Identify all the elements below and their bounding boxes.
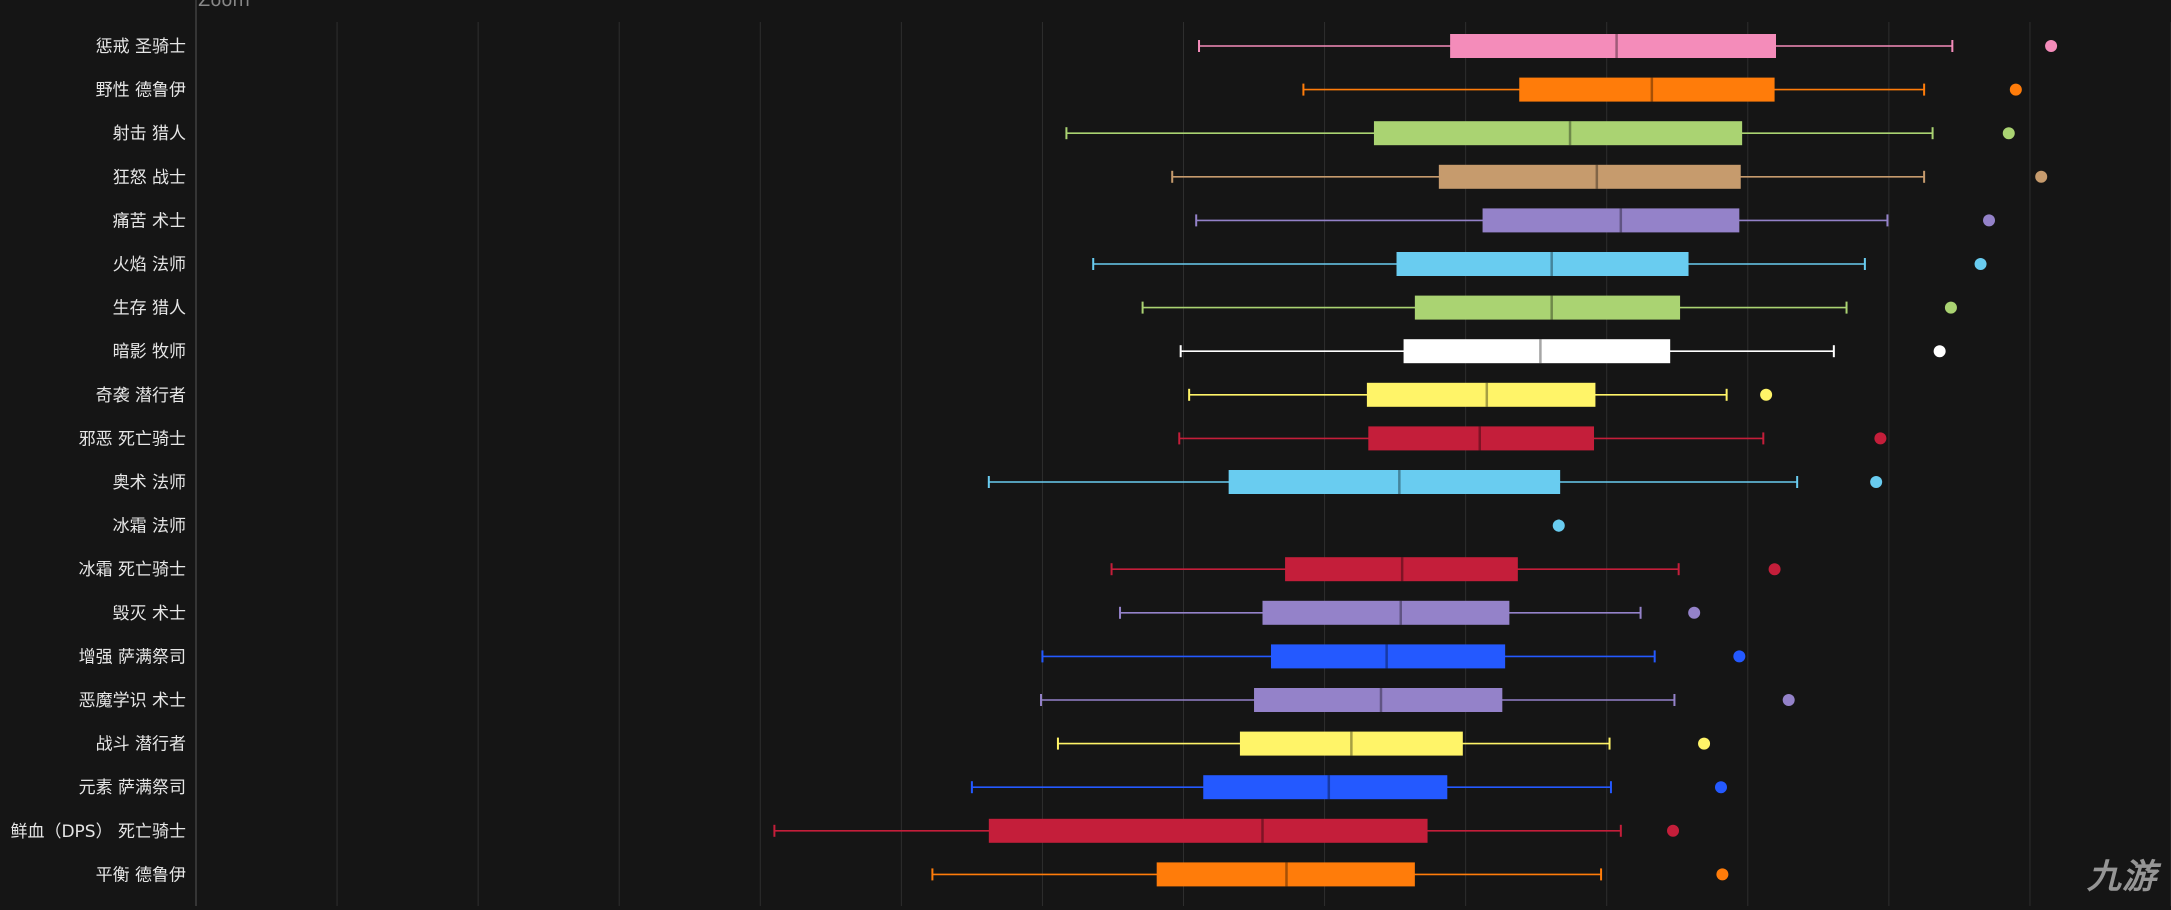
boxplot-row: 火焰 法师 [113, 252, 1987, 276]
iqr-box [989, 819, 1428, 843]
category-label: 痛苦 术士 [113, 211, 186, 231]
outlier-point [1983, 214, 1995, 226]
category-label: 邪恶 死亡骑士 [79, 429, 186, 449]
outlier-point [1975, 258, 1987, 270]
outlier-point [1715, 781, 1727, 793]
category-label: 暗影 牧师 [113, 342, 186, 362]
boxplot-row: 元素 萨满祭司 [79, 775, 1727, 799]
boxplot-row: 平衡 德鲁伊 [96, 862, 1729, 886]
iqr-box [1450, 34, 1776, 58]
outlier-point [1769, 563, 1781, 575]
iqr-box [1397, 252, 1689, 276]
outlier-point [1688, 607, 1700, 619]
zoom-label[interactable]: Zoom [198, 0, 250, 11]
outlier-point [2010, 84, 2022, 96]
outlier-point [1667, 825, 1679, 837]
outlier-point [1945, 302, 1957, 314]
iqr-box [1203, 775, 1447, 799]
category-label: 冰霜 死亡骑士 [79, 560, 186, 580]
boxplot-row: 狂怒 战士 [113, 165, 2048, 189]
iqr-box [1263, 601, 1510, 625]
outlier-point [1716, 868, 1728, 880]
iqr-box [1519, 78, 1774, 102]
iqr-box [1415, 296, 1680, 320]
boxplot-row: 冰霜 法师 [113, 517, 1565, 537]
outlier-point [2035, 171, 2047, 183]
category-label: 奥术 法师 [113, 473, 186, 493]
boxplot-row: 生存 猎人 [113, 296, 1957, 320]
iqr-box [1404, 339, 1671, 363]
boxplot-row: 鲜血（DPS） 死亡骑士 [10, 819, 1679, 843]
boxplot-row: 野性 德鲁伊 [96, 78, 2022, 102]
iqr-box [1374, 121, 1742, 145]
category-label: 恶魔学识 术士 [79, 691, 186, 711]
category-label: 生存 猎人 [113, 299, 186, 319]
iqr-box [1271, 644, 1505, 668]
category-label: 平衡 德鲁伊 [96, 865, 186, 885]
category-label: 毁灭 术士 [113, 604, 186, 624]
iqr-box [1439, 165, 1741, 189]
outlier-point [1934, 345, 1946, 357]
gridlines [196, 22, 2171, 906]
boxplot-row: 恶魔学识 术士 [79, 688, 1795, 712]
outlier-point [2045, 40, 2057, 52]
boxplot-row: 战斗 潜行者 [96, 732, 1710, 756]
boxplot-row: 邪恶 死亡骑士 [79, 426, 1887, 450]
outlier-point [2003, 127, 2015, 139]
category-label: 元素 萨满祭司 [79, 778, 186, 798]
boxplot-row: 毁灭 术士 [113, 601, 1701, 625]
watermark-logo: 九游 [2087, 849, 2157, 898]
boxplot-row: 奥术 法师 [113, 470, 1883, 494]
category-label: 奇袭 潜行者 [96, 386, 186, 406]
outlier-point [1783, 694, 1795, 706]
boxplot-row: 射击 猎人 [113, 121, 2015, 145]
category-label: 战斗 潜行者 [96, 735, 186, 755]
category-label: 野性 德鲁伊 [96, 81, 186, 101]
boxplot-row: 冰霜 死亡骑士 [79, 557, 1781, 581]
iqr-box [1254, 688, 1502, 712]
category-label: 增强 萨满祭司 [79, 647, 186, 667]
category-label: 惩戒 圣骑士 [96, 37, 186, 57]
category-label: 冰霜 法师 [113, 517, 186, 537]
category-label: 火焰 法师 [113, 255, 186, 275]
boxplot-row: 痛苦 术士 [113, 208, 1995, 232]
boxplot-row: 奇袭 潜行者 [96, 383, 1773, 407]
outlier-point [1870, 476, 1882, 488]
iqr-box [1367, 383, 1596, 407]
outlier-point [1760, 389, 1772, 401]
boxplot-row: 增强 萨满祭司 [79, 644, 1746, 668]
category-label: 鲜血（DPS） 死亡骑士 [10, 822, 186, 842]
iqr-box [1229, 470, 1561, 494]
category-label: 狂怒 战士 [113, 168, 186, 188]
outlier-point [1698, 738, 1710, 750]
boxplot-row: 暗影 牧师 [113, 339, 1946, 363]
category-label: 射击 猎人 [113, 124, 186, 144]
outlier-point [1874, 432, 1886, 444]
iqr-box [1483, 208, 1740, 232]
boxplot-row: 惩戒 圣骑士 [96, 34, 2057, 58]
outlier-point [1733, 650, 1745, 662]
median-point [1553, 520, 1565, 532]
iqr-box [1368, 426, 1594, 450]
